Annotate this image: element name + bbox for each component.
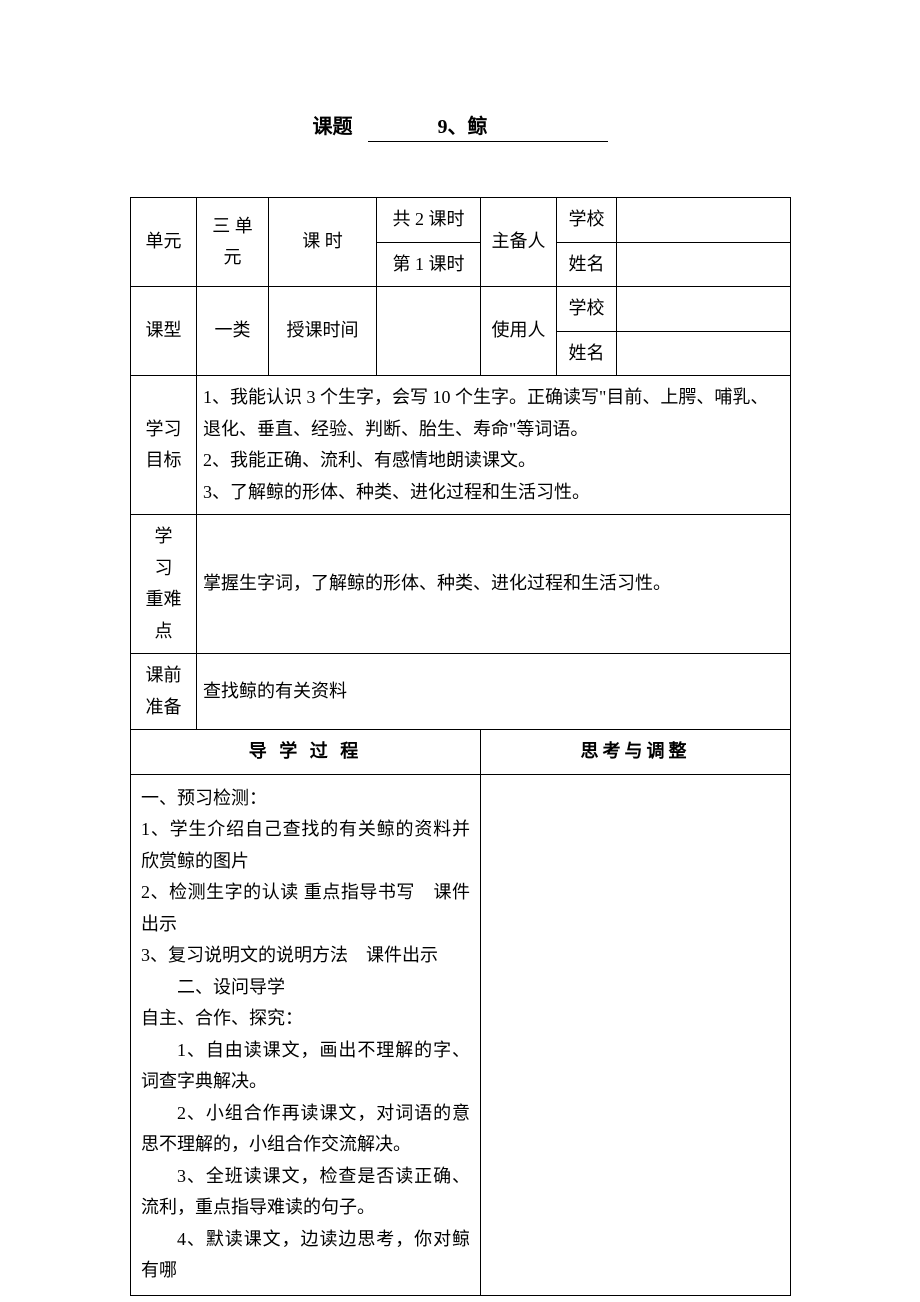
thoughts-content-cell	[481, 774, 791, 1295]
unit-value-cell: 三 单元	[197, 198, 269, 287]
preparation-content-cell: 查找鲸的有关资料	[197, 654, 791, 730]
period-label-cell: 课 时	[269, 198, 377, 287]
name-label-cell-2: 姓名	[557, 331, 617, 376]
unit-label-cell: 单元	[131, 198, 197, 287]
school-value-cell-1	[617, 198, 791, 243]
period-current-cell: 第 1 课时	[377, 242, 481, 287]
preparer-label-cell: 主备人	[481, 198, 557, 287]
process-line: 自主、合作、探究：	[141, 1003, 470, 1035]
process-line: 1、学生介绍自己查找的有关鲸的资料并欣赏鲸的图片	[141, 814, 470, 877]
name-label-cell-1: 姓名	[557, 242, 617, 287]
process-line: 4、默读课文，边读边思考，你对鲸有哪	[141, 1224, 470, 1287]
process-line: 3、全班读课文，检查是否读正确、流利，重点指导难读的句子。	[141, 1161, 470, 1224]
preparation-label-cell: 课前准备	[131, 654, 197, 730]
school-label-cell-2: 学校	[557, 287, 617, 332]
type-value-cell: 一类	[197, 287, 269, 376]
process-line: 一、预习检测：	[141, 783, 470, 815]
unit-value: 三 单元	[212, 216, 253, 268]
page-title-row: 课题 9、鲸	[130, 110, 790, 142]
keypoints-label: 学 习重难点	[137, 521, 190, 647]
keypoints-content-cell: 掌握生字词，了解鲸的形体、种类、进化过程和生活习性。	[197, 515, 791, 654]
objectives-content-cell: 1、我能认识 3 个生字，会写 10 个生字。正确读写"目前、上腭、哺乳、退化、…	[197, 376, 791, 515]
title-value: 9、鲸	[368, 110, 608, 142]
process-line: 二、设问导学	[141, 972, 470, 1004]
school-value-cell-2	[617, 287, 791, 332]
preparation-row: 课前准备 查找鲸的有关资料	[131, 654, 791, 730]
objectives-label: 学习目标	[137, 414, 190, 477]
process-line: 2、检测生字的认读 重点指导书写 课件出示	[141, 877, 470, 940]
objectives-row: 学习目标 1、我能认识 3 个生字，会写 10 个生字。正确读写"目前、上腭、哺…	[131, 376, 791, 515]
name-value-cell-1	[617, 242, 791, 287]
user-label-cell: 使用人	[481, 287, 557, 376]
objectives-content: 1、我能认识 3 个生字，会写 10 个生字。正确读写"目前、上腭、哺乳、退化、…	[203, 382, 784, 508]
lesson-plan-table: 单元 三 单元 课 时 共 2 课时 主备人 学校 第 1 课时 姓名 课型 一…	[130, 197, 791, 1296]
preparation-label: 课前准备	[137, 660, 190, 723]
title-label: 课题	[313, 110, 353, 139]
name-value-cell-2	[617, 331, 791, 376]
process-content-cell: 一、预习检测： 1、学生介绍自己查找的有关鲸的资料并欣赏鲸的图片 2、检测生字的…	[131, 774, 481, 1295]
process-header-right: 思考与调整	[481, 730, 791, 775]
page-container: 课题 9、鲸 单元 三 单元 课 时 共 2 课时 主备人 学校 第 1 课时 …	[130, 110, 790, 1296]
school-label-cell-1: 学校	[557, 198, 617, 243]
header-row-3: 课型 一类 授课时间 使用人 学校	[131, 287, 791, 332]
objectives-label-cell: 学习目标	[131, 376, 197, 515]
period-total-cell: 共 2 课时	[377, 198, 481, 243]
keypoints-row: 学 习重难点 掌握生字词，了解鲸的形体、种类、进化过程和生活习性。	[131, 515, 791, 654]
keypoints-label-cell: 学 习重难点	[131, 515, 197, 654]
type-label-cell: 课型	[131, 287, 197, 376]
teach-time-value-cell	[377, 287, 481, 376]
process-line: 2、小组合作再读课文，对词语的意思不理解的，小组合作交流解决。	[141, 1098, 470, 1161]
process-line: 3、复习说明文的说明方法 课件出示	[141, 940, 470, 972]
process-header-row: 导 学 过 程 思考与调整	[131, 730, 791, 775]
process-header-left: 导 学 过 程	[131, 730, 481, 775]
teach-time-label-cell: 授课时间	[269, 287, 377, 376]
process-content-row: 一、预习检测： 1、学生介绍自己查找的有关鲸的资料并欣赏鲸的图片 2、检测生字的…	[131, 774, 791, 1295]
process-line: 1、自由读课文，画出不理解的字、词查字典解决。	[141, 1035, 470, 1098]
header-row-1: 单元 三 单元 课 时 共 2 课时 主备人 学校	[131, 198, 791, 243]
